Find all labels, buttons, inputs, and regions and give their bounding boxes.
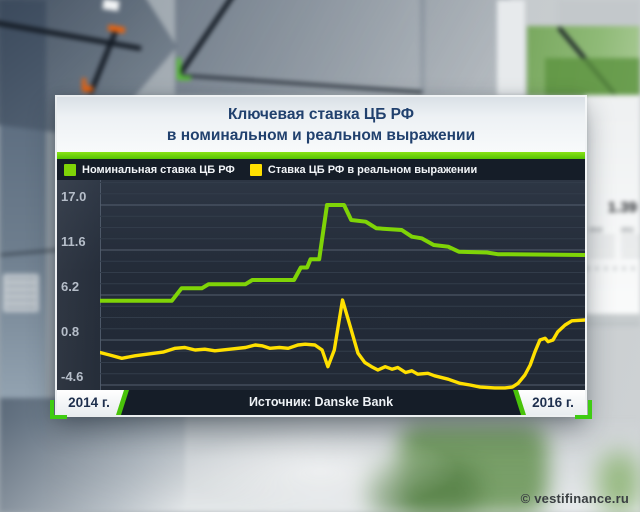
source-label: Источник: Danske Bank [248,395,394,409]
timeline-dots [587,267,639,270]
x-axis-end-tag: 2016 г. [513,390,585,415]
y-tick-label: -4.6 [61,368,84,384]
plot-area: 17.0 11.6 6.2 0.8 -4.6 [57,180,585,390]
green-glass-shadow [545,58,640,96]
blurred-text-block [589,236,615,258]
background-infographic-strip: 1.39 2010 2011 [585,95,640,323]
y-tick-label: 11.6 [61,233,86,249]
y-tick-label: 17.0 [61,189,87,204]
real-series-swatch [249,163,262,176]
real-series-label: Ставка ЦБ РФ в реальном выражении [267,163,478,176]
green-corner-accent [177,58,181,80]
x-axis-end-label: 2016 г. [518,390,585,415]
y-axis-gutter [57,180,101,390]
gray-band [585,314,640,326]
background-year-label: 2010 [589,228,603,234]
glass-panel-right [420,0,510,95]
glass-panel-center [175,0,425,95]
legend-item-nominal: Номинальная ставка ЦБ РФ [64,163,235,176]
green-corner-accent [177,76,191,80]
chart-legend: Номинальная ставка ЦБ РФ Ставка ЦБ РФ в … [57,159,585,180]
orange-corner-accent [82,78,86,90]
white-strip [497,0,525,96]
chart-header: Ключевая ставка ЦБ РФ в номинальном и ре… [57,97,585,152]
nominal-series-swatch [64,163,76,176]
chart-panel: Ключевая ставка ЦБ РФ в номинальном и ре… [50,95,592,419]
background-year-label: 2011 [621,228,635,234]
chart-title-line2: в номинальном и реальном выражении [166,127,476,144]
x-axis-start-tag: 2014 г. [57,390,129,415]
nominal-series-label: Номинальная ставка ЦБ РФ [82,163,235,176]
legend-item-real: Ставка ЦБ РФ в реальном выражении [249,163,478,176]
chart-footer: 2014 г. Источник: Danske Bank 2016 г. [57,390,585,415]
orange-corner-accent [82,86,93,92]
green-bracket-bottom-right [575,400,592,419]
mini-infographic-panel [3,274,39,312]
green-divider-bar [57,152,585,159]
chart-title-line1: Ключевая ставка ЦБ РФ [227,106,415,123]
gray-pane [558,0,640,30]
green-reflection-blob [598,452,640,512]
y-tick-label: 0.8 [61,323,80,339]
floor-shadow [0,398,185,512]
watermark: © vestifinance.ru [520,491,629,506]
blurred-text-block [621,236,640,258]
y-tick-label: 6.2 [61,278,80,294]
green-bracket-bottom-left [50,400,67,419]
floor-highlight [180,428,460,512]
nominal-rate-line [100,203,585,303]
x-axis-start-label: 2014 г. [57,390,129,415]
line-chart [100,182,585,390]
background-value-label: 1.39 [607,199,637,216]
real-rate-line [100,298,585,390]
